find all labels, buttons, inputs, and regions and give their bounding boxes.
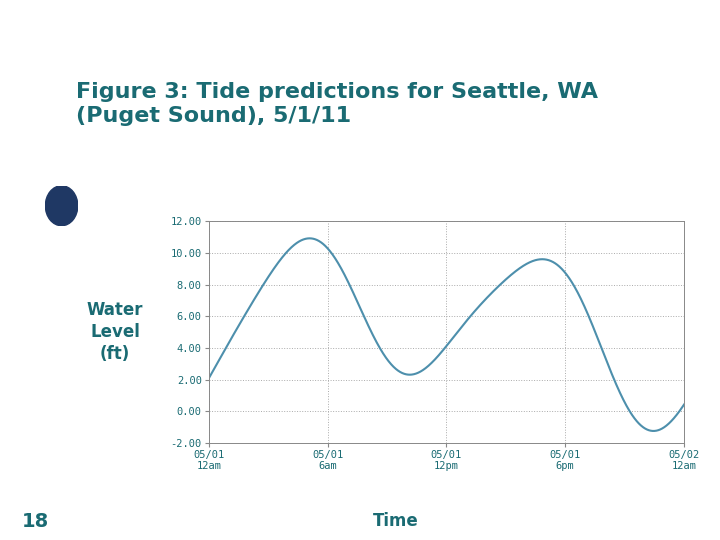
Text: Water
Level
(ft): Water Level (ft) bbox=[87, 301, 143, 363]
Text: Time: Time bbox=[373, 512, 419, 530]
Text: 18: 18 bbox=[22, 511, 49, 531]
Ellipse shape bbox=[45, 186, 78, 226]
FancyBboxPatch shape bbox=[25, 9, 709, 207]
Text: Figure 3: Tide predictions for Seattle, WA
(Puget Sound), 5/1/11: Figure 3: Tide predictions for Seattle, … bbox=[76, 82, 598, 126]
